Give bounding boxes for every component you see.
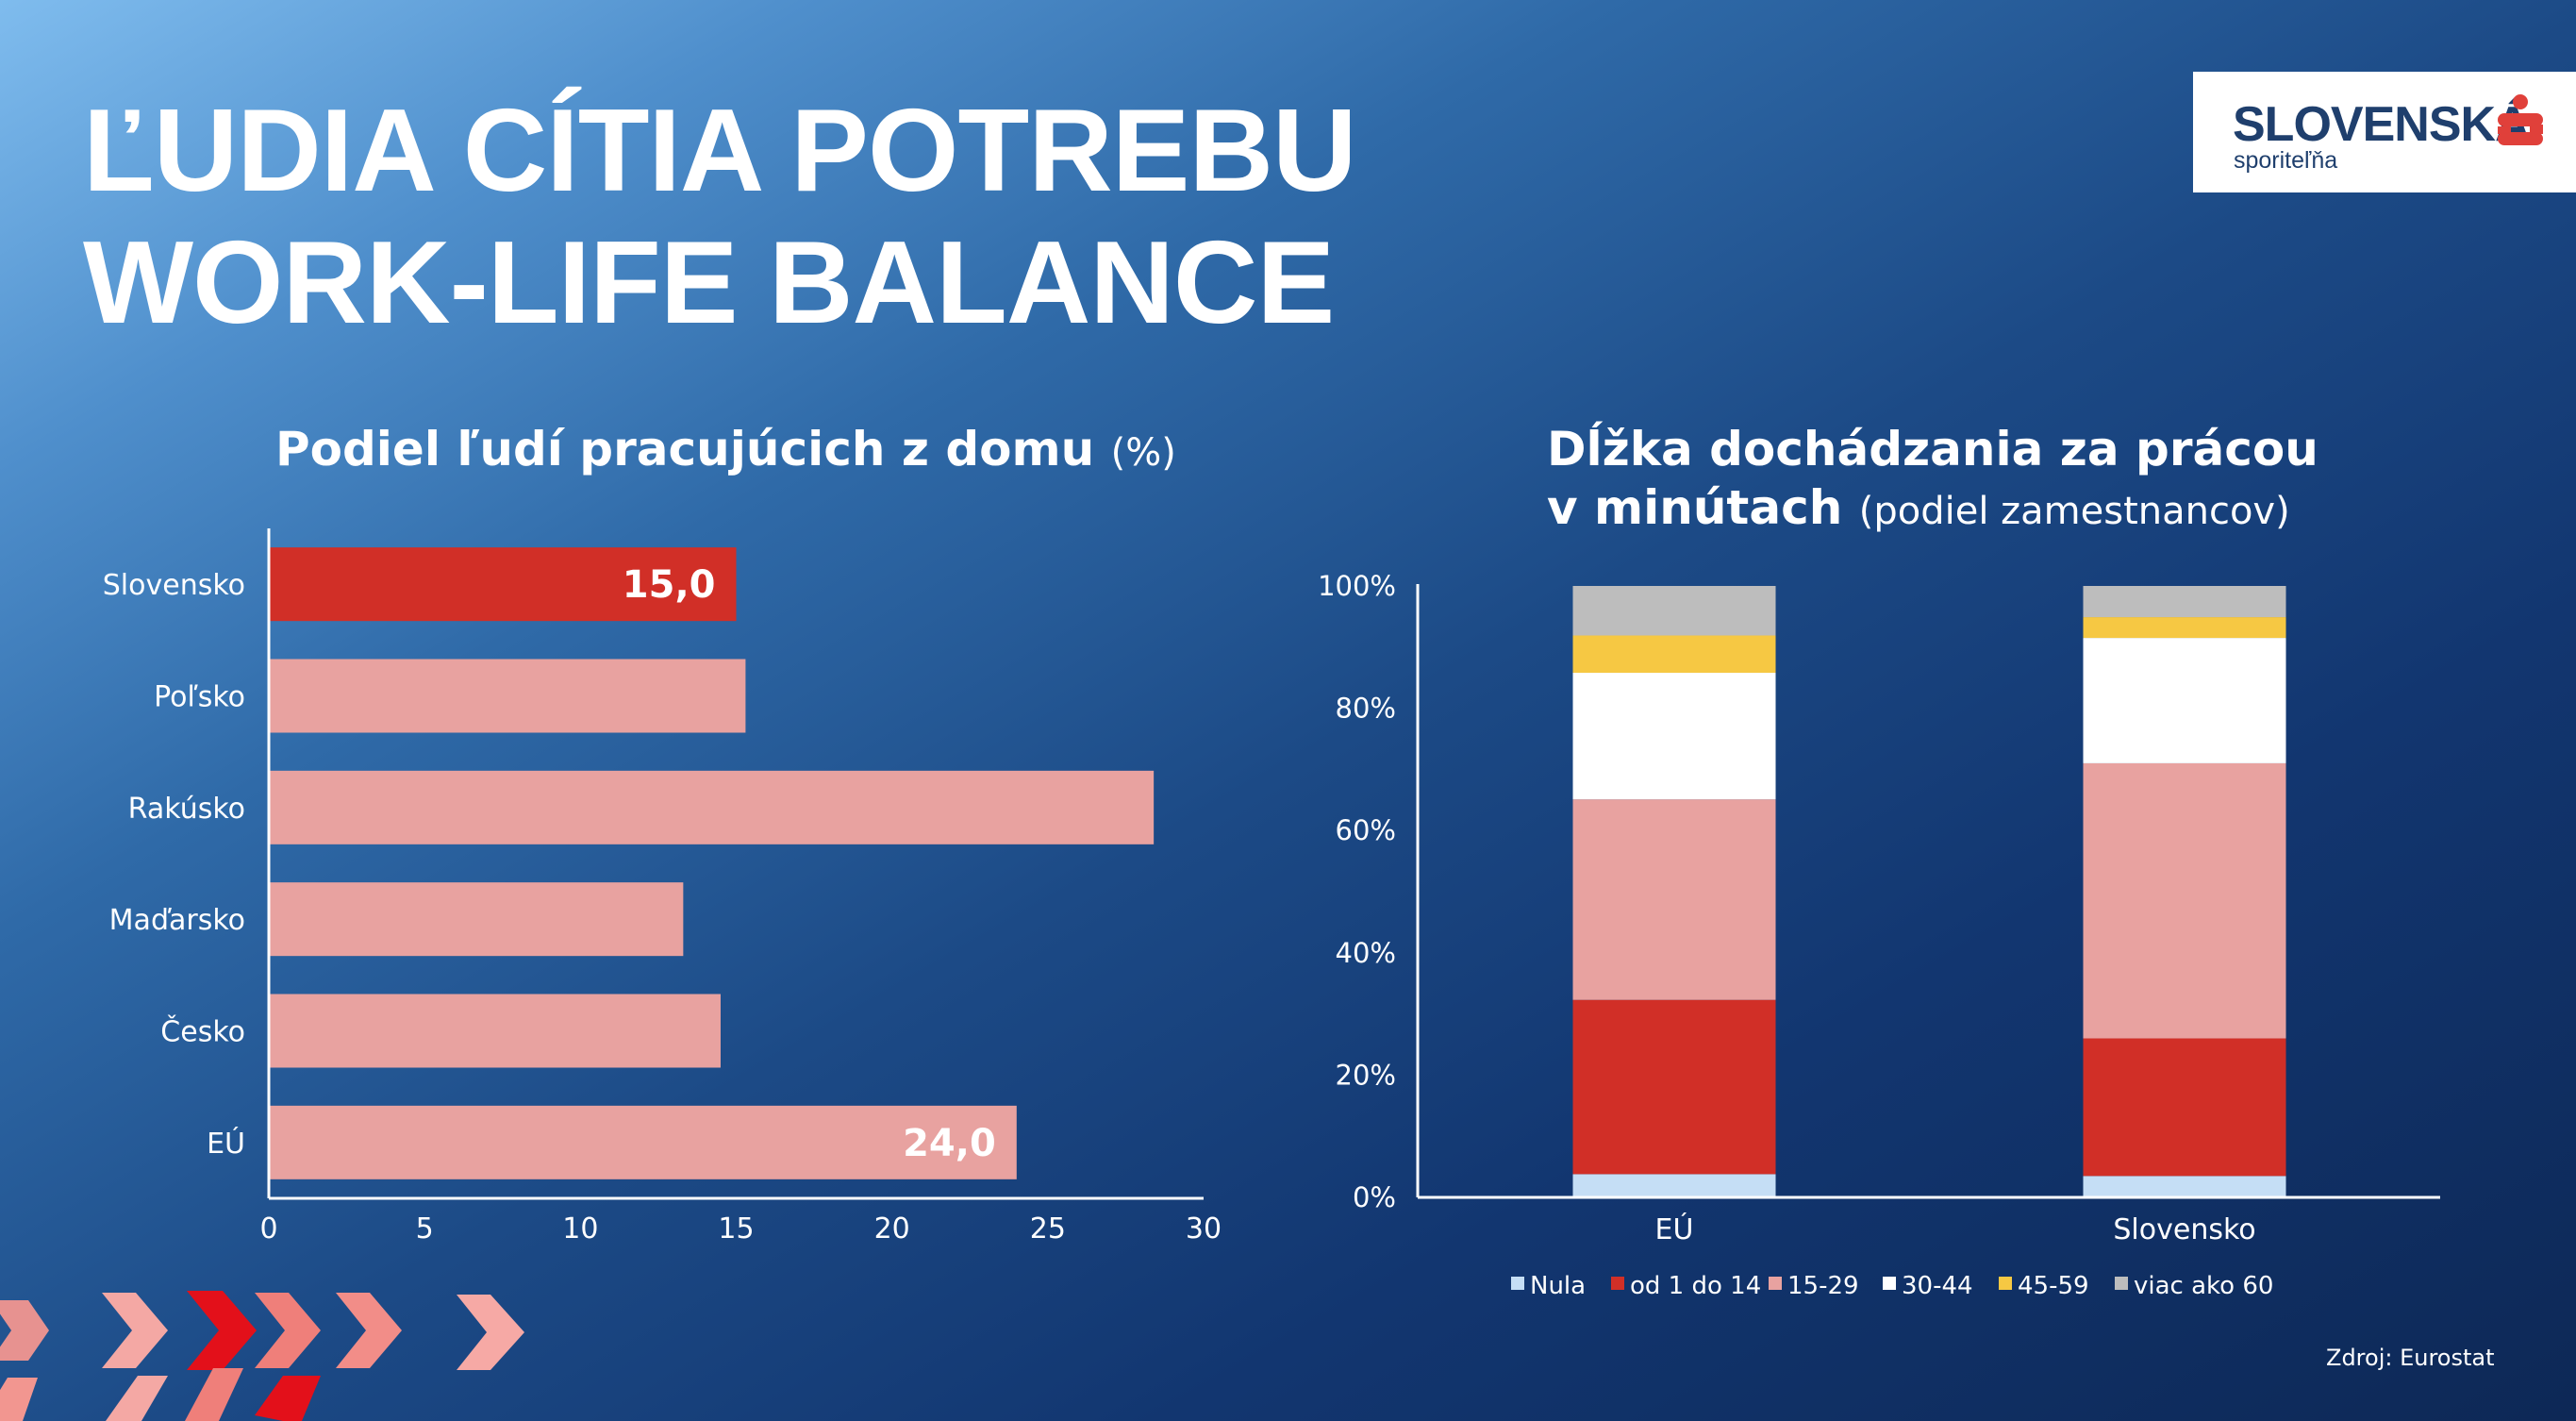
chevron-decoration-icon [0,1291,524,1421]
category-label: Rakúsko [128,793,245,826]
x-tick-label: 30 [1186,1212,1222,1245]
x-tick-label: 20 [874,1212,910,1245]
y-tick-label: 100% [1318,570,1396,602]
legend-swatch [1769,1277,1782,1290]
legend-swatch [1999,1277,2012,1290]
bar [269,994,721,1068]
x-category-label: EÚ [1655,1212,1694,1246]
stacked-chart-title: Dĺžka dochádzania za prácou v minútach (… [1547,420,2318,541]
x-tick-label: 25 [1030,1212,1066,1245]
stacked-segment [1572,673,1776,800]
page-title-line-2: WORK-LIFE BALANCE [83,218,1335,348]
x-tick-label: 5 [416,1212,434,1245]
stacked-chart-title-line-1: Dĺžka dochádzania za prácou [1547,422,2318,476]
bar [269,1105,1017,1179]
stacked-segment [2083,617,2286,639]
x-tick-label: 10 [562,1212,598,1245]
category-label: Slovensko [103,569,245,602]
bar-chart-title-unit: (%) [1110,431,1176,475]
stacked-segment [2083,586,2286,618]
stacked-segment [1572,999,1776,1175]
x-tick-label: 15 [718,1212,754,1245]
stacked-chart-title-unit: (podiel zamestnancov) [1858,490,2290,533]
logo-name: SLOVENSKÁ [2233,97,2531,152]
page-title: ĽUDIA CÍTIA POTREBU WORK-LIFE BALANCE [83,85,1357,349]
legend-swatch [1511,1277,1524,1290]
page-title-line-1: ĽUDIA CÍTIA POTREBU [83,86,1357,216]
stacked-segment [1572,635,1776,674]
bar [269,882,684,957]
x-tick-label: 0 [259,1212,277,1245]
bar [269,547,737,622]
bar [269,770,1155,844]
stacked-segment [2083,762,2286,1039]
stacked-segment [2083,638,2286,763]
bar [269,659,746,733]
legend-label: 15-29 [1787,1272,1859,1300]
stacked-segment [1572,799,1776,1000]
logo-subtitle: sporiteľňa [2234,147,2338,174]
y-tick-label: 60% [1336,814,1396,846]
y-tick-label: 80% [1336,693,1396,725]
y-tick-label: 0% [1353,1181,1396,1213]
legend-label: 45-59 [2018,1272,2089,1300]
legend-label: od 1 do 14 [1630,1272,1761,1300]
brand-logo: SLOVENSKÁ sporiteľňa [2193,72,2576,192]
category-label: Poľsko [154,681,245,714]
category-label: Maďarsko [109,904,245,937]
legend-label: viac ako 60 [2134,1272,2273,1300]
legend-label: 30-44 [1902,1272,1973,1300]
legend-swatch [1883,1277,1896,1290]
category-label: Česko [160,1014,245,1049]
y-tick-label: 20% [1336,1059,1396,1091]
stacked-segment [1572,1174,1776,1197]
legend-swatch [2115,1277,2128,1290]
source-note: Zdroj: Eurostat [2326,1345,2495,1371]
y-tick-label: 40% [1336,937,1396,969]
category-label: EÚ [207,1126,245,1161]
data-label: 15,0 [623,563,716,607]
stacked-segment [2083,1038,2286,1177]
data-label: 24,0 [903,1122,996,1165]
stacked-chart-title-line-2: v minútach [1547,480,1843,535]
legend-swatch [1611,1277,1624,1290]
stacked-segment [1572,586,1776,636]
stacked-segment [2083,1176,2286,1197]
logo-s-mark-icon [2498,94,2543,145]
x-category-label: Slovensko [2113,1213,2255,1246]
bar-chart-title-text: Podiel ľudí pracujúcich z domu [275,422,1095,476]
legend-label: Nula [1530,1272,1586,1300]
bar-chart-title: Podiel ľudí pracujúcich z domu (%) [275,420,1176,482]
